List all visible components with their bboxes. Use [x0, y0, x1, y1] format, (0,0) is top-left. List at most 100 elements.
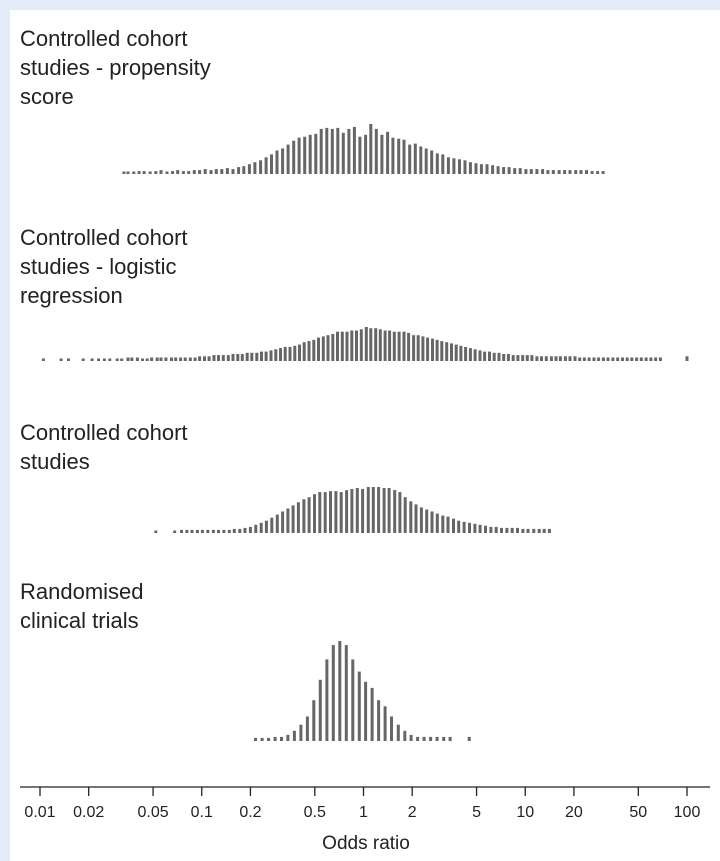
histogram-bar [537, 528, 541, 533]
histogram-bar [526, 528, 530, 533]
panel-title-cohort-studies: Controlled cohort studies [20, 418, 188, 476]
histogram-bar [270, 517, 274, 533]
histogram-bar [122, 171, 126, 174]
histogram-bar [419, 146, 423, 174]
histogram-bar [568, 170, 572, 174]
histogram-bar [530, 355, 534, 361]
histogram-bar [568, 356, 572, 361]
histogram-bar [321, 336, 325, 361]
histogram-bar [255, 352, 259, 361]
panel-title-logistic-regression: Controlled cohort studies - logistic reg… [20, 223, 188, 310]
histogram-bar [388, 330, 392, 361]
panel-bars [41, 327, 689, 361]
histogram-bar [326, 335, 330, 361]
histogram-bar [355, 488, 359, 533]
histogram-bar [329, 491, 332, 533]
histogram-bar [496, 166, 500, 174]
histogram-bar [441, 154, 445, 174]
histogram-bar [253, 162, 257, 174]
histogram-bar [397, 331, 401, 361]
histogram-bar [361, 489, 365, 533]
bars-layer [41, 124, 689, 741]
histogram-bar [338, 641, 342, 741]
histogram-bar [188, 357, 192, 361]
histogram-bar [467, 736, 471, 741]
histogram-bar [325, 127, 329, 174]
histogram-bar [187, 171, 191, 174]
histogram-bar [463, 160, 467, 174]
histogram-bar [374, 128, 378, 174]
histogram-bar [510, 527, 514, 533]
histogram-bar [345, 490, 349, 533]
histogram-bar [635, 357, 639, 361]
histogram-bar [192, 170, 196, 174]
histogram-bar [450, 343, 453, 361]
histogram-bar [331, 334, 335, 361]
histogram-bar [286, 734, 290, 741]
histogram-bar [639, 357, 643, 361]
histogram-bar [209, 170, 213, 174]
histogram-bar [441, 515, 445, 533]
histogram-bar [318, 492, 322, 533]
histogram-bar [529, 169, 533, 174]
panel-title-randomised-trials: Randomised clinical trials [20, 577, 144, 635]
histogram-bar [247, 164, 251, 174]
histogram-bar [345, 331, 349, 361]
histogram-bar [425, 509, 429, 533]
x-tick-label: 2 [408, 804, 417, 821]
histogram-bar [275, 514, 279, 533]
histogram-bar [549, 356, 553, 361]
histogram-bar [302, 342, 306, 361]
histogram-bar [336, 331, 339, 361]
histogram-bar [364, 134, 368, 174]
x-tick-label: 100 [674, 804, 701, 821]
histogram-bar [190, 529, 194, 533]
histogram-bar [260, 351, 263, 361]
histogram-bar [557, 170, 561, 174]
histogram-bar [506, 354, 510, 361]
histogram-bar [542, 528, 546, 533]
panel-title-line: Controlled cohort [20, 420, 188, 445]
histogram-bar [431, 338, 434, 361]
histogram-bar [596, 171, 600, 174]
histogram-bar [176, 170, 180, 174]
histogram-bar [180, 529, 183, 533]
x-tick-label: 50 [629, 804, 647, 821]
histogram-bar [155, 357, 159, 361]
histogram-bar [264, 157, 268, 174]
histogram-bar [625, 357, 629, 361]
histogram-bar [307, 497, 311, 533]
histogram-bar [448, 736, 452, 741]
histogram-bar [331, 645, 335, 741]
histogram-bar [90, 358, 94, 361]
histogram-bar [413, 143, 417, 174]
histogram-bar [254, 737, 257, 741]
histogram-bar [473, 349, 477, 361]
histogram-bar [198, 356, 202, 361]
histogram-bar [81, 358, 85, 361]
histogram-bar [440, 341, 444, 361]
histogram-bar [370, 687, 374, 741]
histogram-bar [685, 356, 689, 361]
histogram-bar [269, 350, 273, 361]
histogram-bar [435, 153, 439, 174]
histogram-bar [397, 138, 401, 174]
histogram-bar [312, 700, 316, 741]
histogram-bar [541, 169, 545, 174]
histogram-bar [135, 357, 139, 361]
histogram-bar [378, 329, 382, 361]
histogram-bar [279, 348, 282, 361]
histogram-bar [292, 140, 296, 174]
panel-title-line: Controlled cohort [20, 225, 188, 250]
histogram-bar [386, 131, 390, 174]
histogram-bar [323, 492, 327, 533]
histogram-bar [590, 171, 594, 174]
histogram-bar [464, 346, 468, 361]
panel-title-line: clinical trials [20, 608, 139, 633]
histogram-bar [408, 144, 412, 174]
histogram-bar [592, 357, 596, 361]
histogram-bar [505, 527, 509, 533]
histogram-bar [303, 136, 307, 174]
histogram-bar [516, 527, 519, 533]
histogram-bar [339, 492, 343, 533]
